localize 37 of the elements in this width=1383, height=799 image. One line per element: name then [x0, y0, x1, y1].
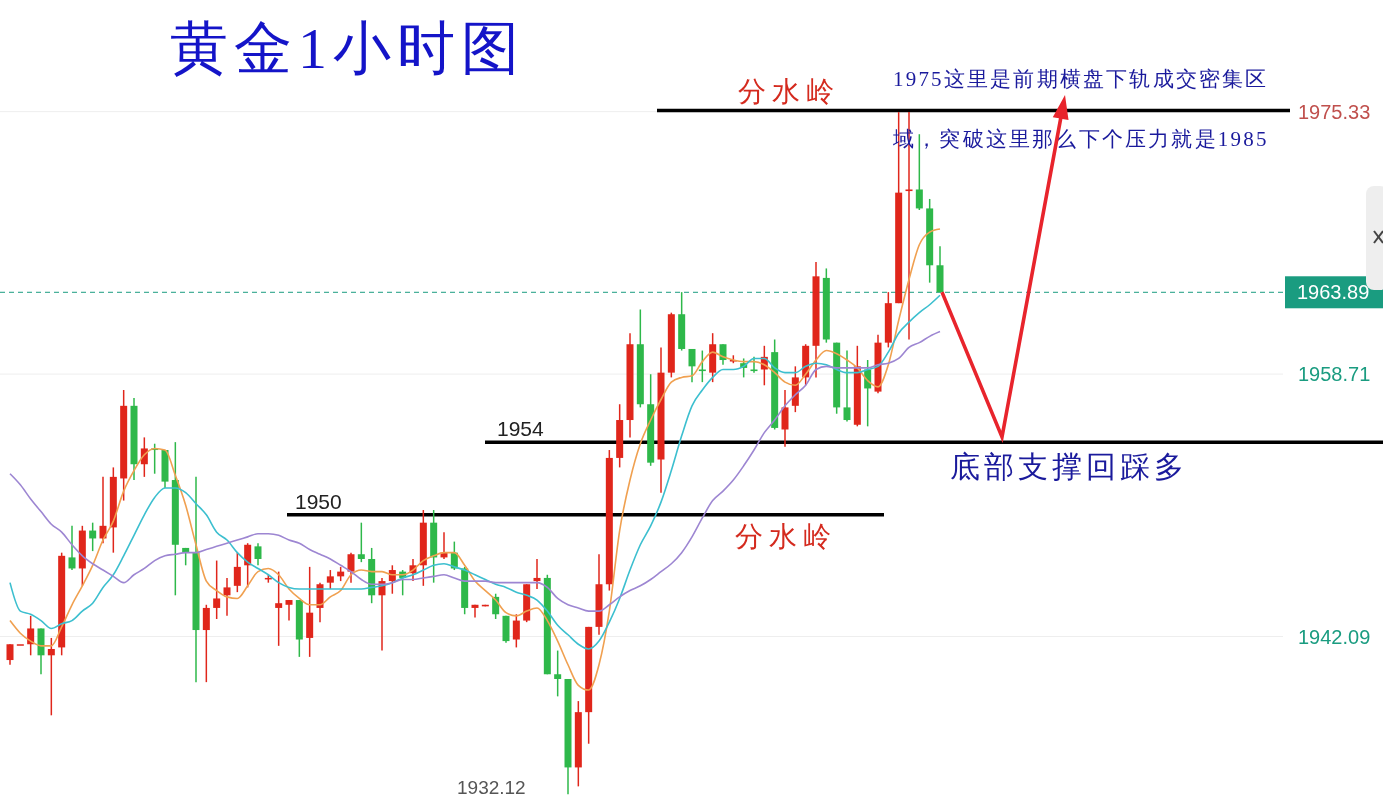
y-tick-label: 1958.71: [1298, 363, 1371, 386]
candlestick: [512, 613, 520, 649]
candlestick: [47, 637, 55, 717]
candlestick: [202, 604, 210, 683]
candlestick: [347, 551, 355, 584]
text: 底部支撑回踩多: [950, 450, 1188, 483]
candlestick: [554, 649, 562, 698]
candlestick: [285, 599, 293, 622]
candlestick: [233, 551, 241, 593]
candlestick: [223, 577, 231, 617]
line-series: [9, 294, 941, 650]
candlestick: [471, 604, 479, 619]
candlestick: [915, 133, 923, 211]
y-tick-label: 1975.33: [1298, 100, 1371, 123]
ref-line-label: 1954: [497, 417, 545, 441]
candlestick: [843, 349, 851, 423]
candlestick: [254, 542, 262, 567]
chart-title: 黄金1小时图: [170, 16, 525, 81]
candlestick: [688, 348, 696, 383]
candlestick: [275, 570, 283, 647]
candlestick: [750, 356, 758, 374]
candlestick: [68, 525, 76, 571]
candlestick: [213, 559, 221, 620]
annotation: 1932.12: [457, 777, 526, 798]
ref-line-label: 1950: [295, 489, 342, 513]
ref-line-label: 分水岭: [738, 75, 840, 107]
candlestick: [533, 558, 541, 590]
y-tick-label: 1942.09: [1298, 625, 1371, 648]
candlestick: [698, 349, 706, 383]
line-series: [9, 330, 941, 612]
annotation: 分水岭: [735, 521, 837, 552]
ref-line-label: 1963.89: [1297, 281, 1370, 304]
line-series: [9, 228, 941, 691]
candlestick: [357, 521, 365, 563]
candlestick: [781, 389, 789, 448]
candlestick: [6, 643, 14, 666]
candlestick: [326, 569, 334, 590]
